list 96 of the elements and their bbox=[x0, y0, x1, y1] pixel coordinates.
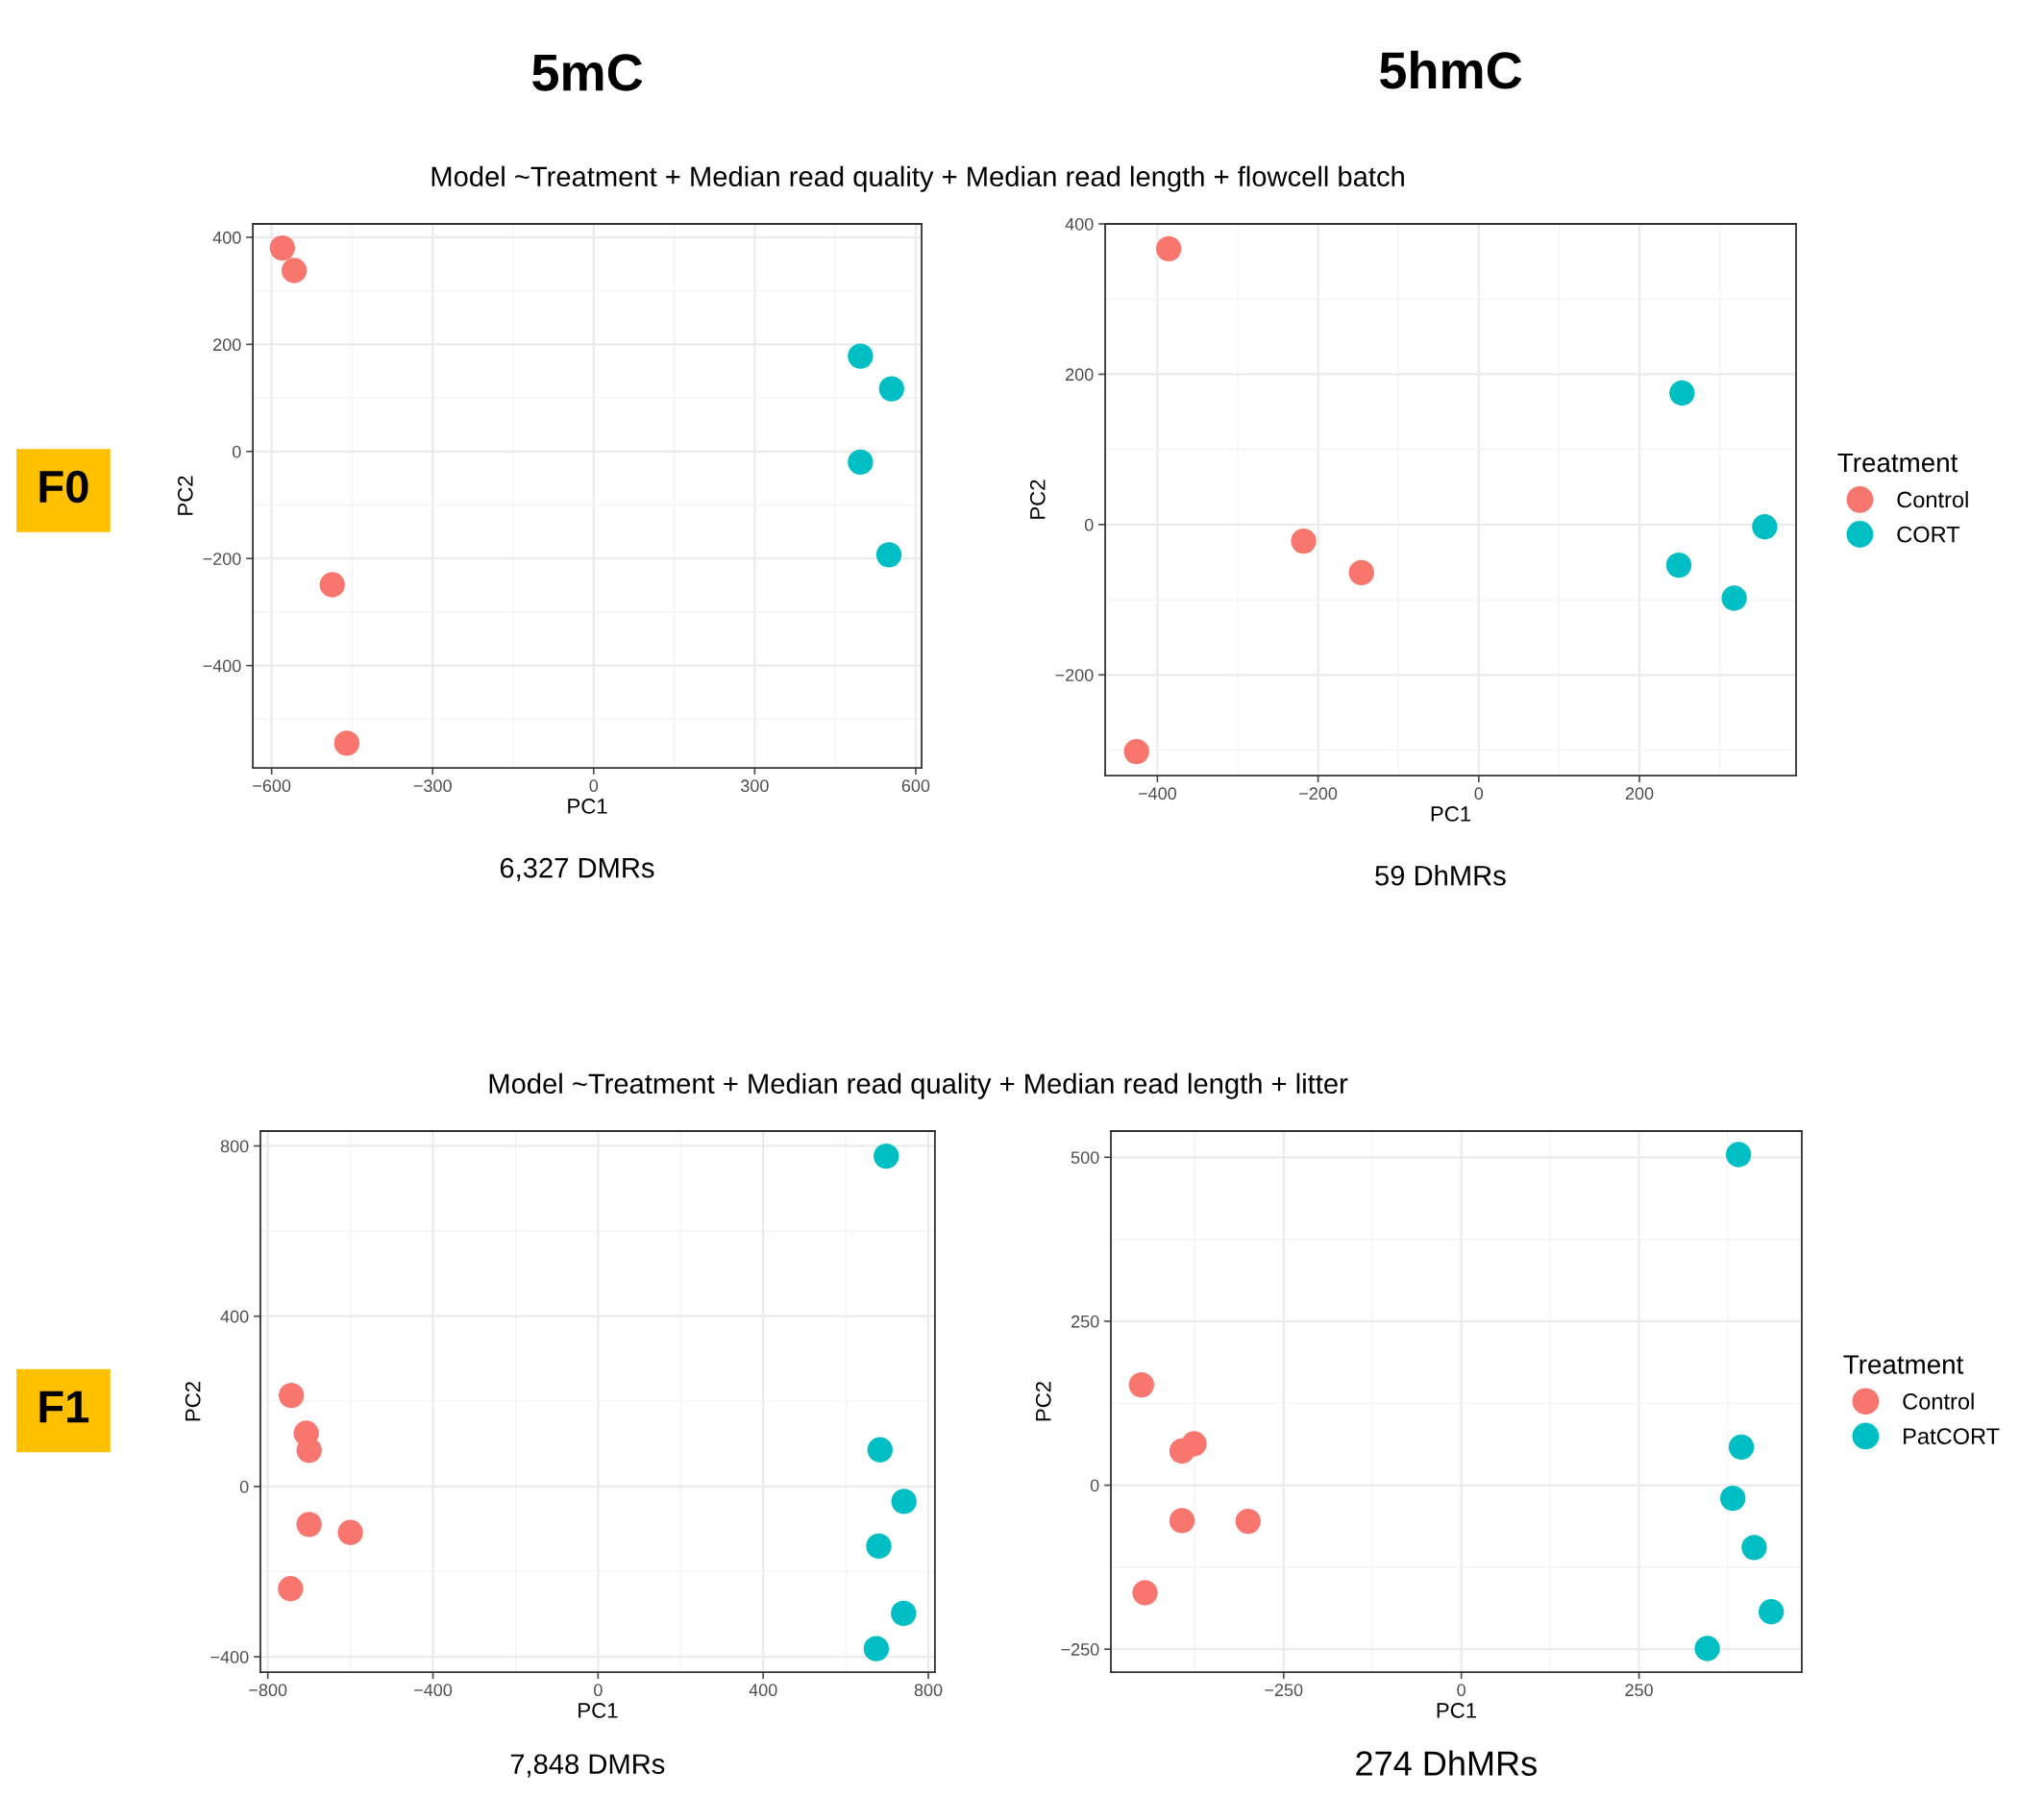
point bbox=[1725, 1142, 1752, 1168]
chart-subtitle: Model ~Treatment + Median read quality + Median read length + flowcell batch bbox=[431, 165, 1404, 192]
point bbox=[333, 730, 360, 756]
point bbox=[848, 449, 874, 476]
point bbox=[1752, 514, 1778, 540]
x-tick-label: −300 bbox=[413, 779, 452, 793]
legend-label: Control bbox=[1897, 490, 1968, 508]
point bbox=[278, 1576, 304, 1602]
chart-subtitle: Model ~Treatment + Median read quality + Median read length + litter bbox=[489, 1072, 1348, 1099]
point bbox=[1123, 738, 1149, 765]
y-tick-label: 400 bbox=[212, 231, 241, 244]
point bbox=[1155, 235, 1182, 261]
text: 6,327 DMRs bbox=[500, 857, 654, 881]
point bbox=[875, 542, 902, 568]
y-tick-label: 200 bbox=[213, 338, 241, 352]
y-tick-label: −400 bbox=[210, 1651, 249, 1663]
legend-title: Treatment bbox=[1843, 1355, 1964, 1374]
point bbox=[891, 1600, 917, 1627]
y-tick-label: 0 bbox=[1090, 1479, 1099, 1492]
point bbox=[1235, 1508, 1261, 1535]
point bbox=[1291, 528, 1317, 554]
y-tick-label: 0 bbox=[1084, 518, 1094, 531]
y-tick-label: −400 bbox=[203, 659, 241, 673]
point bbox=[1758, 1599, 1785, 1625]
y-tick-label: 400 bbox=[220, 1310, 249, 1323]
point bbox=[1665, 552, 1692, 578]
y-axis-title: PC2 bbox=[185, 1382, 201, 1421]
chart-title: 5hmC bbox=[1379, 50, 1522, 89]
point bbox=[1721, 585, 1747, 611]
point bbox=[319, 572, 345, 598]
point bbox=[1128, 1371, 1155, 1398]
legend-label: CORT bbox=[1897, 526, 1960, 543]
x-axis-title: PC1 bbox=[568, 799, 607, 814]
x-tick-label: 400 bbox=[749, 1684, 777, 1697]
x-tick-label: −400 bbox=[414, 1684, 453, 1697]
point bbox=[1132, 1580, 1158, 1606]
x-tick-label: 200 bbox=[1625, 787, 1654, 800]
y-tick-label: −250 bbox=[1061, 1643, 1099, 1656]
x-tick-label: 0 bbox=[1474, 787, 1484, 800]
x-tick-label: 600 bbox=[901, 779, 930, 793]
y-tick-label: 400 bbox=[1065, 217, 1094, 231]
legend-label: PatCORT bbox=[1904, 1428, 2000, 1444]
legend-title: Treatment bbox=[1837, 453, 1958, 473]
x-tick-label: 250 bbox=[1625, 1684, 1653, 1697]
text: 59 DhMRs bbox=[1375, 865, 1506, 886]
x-axis-title: PC1 bbox=[579, 1703, 618, 1718]
text: 7,848 DMRs bbox=[510, 1754, 665, 1778]
y-tick-label: −200 bbox=[1055, 669, 1094, 682]
point bbox=[874, 1143, 899, 1169]
y-tick-label: 250 bbox=[1071, 1315, 1099, 1328]
point bbox=[279, 1382, 305, 1409]
point bbox=[1694, 1636, 1720, 1662]
point bbox=[1741, 1535, 1767, 1561]
point bbox=[296, 1512, 322, 1538]
x-axis-title: PC1 bbox=[1437, 1703, 1477, 1718]
x-tick-label: −250 bbox=[1265, 1684, 1303, 1697]
y-tick-label: 200 bbox=[1066, 368, 1094, 382]
point bbox=[848, 343, 874, 369]
x-tick-label: −400 bbox=[1138, 787, 1177, 800]
y-tick-label: 0 bbox=[239, 1480, 249, 1493]
y-axis-title: PC2 bbox=[1029, 480, 1046, 519]
text: 274 DhMRs bbox=[1356, 1750, 1537, 1776]
legend-label: Control bbox=[1903, 1392, 1974, 1410]
y-axis-title: PC2 bbox=[177, 476, 193, 515]
point bbox=[1169, 1508, 1195, 1534]
y-tick-label: 0 bbox=[232, 445, 241, 458]
y-tick-label: 800 bbox=[220, 1140, 249, 1153]
point bbox=[867, 1437, 893, 1463]
point bbox=[1348, 559, 1374, 586]
point bbox=[1728, 1434, 1755, 1461]
x-tick-label: 800 bbox=[914, 1684, 943, 1697]
x-tick-label: −800 bbox=[249, 1684, 287, 1697]
x-tick-label: 0 bbox=[594, 1684, 603, 1697]
y-tick-label: 500 bbox=[1071, 1151, 1099, 1164]
x-tick-label: 0 bbox=[1457, 1684, 1465, 1697]
point bbox=[1720, 1486, 1746, 1512]
point bbox=[296, 1438, 322, 1464]
text: F1 bbox=[39, 1391, 89, 1423]
point bbox=[281, 258, 308, 283]
point bbox=[1669, 380, 1695, 406]
y-axis-title: PC2 bbox=[1035, 1382, 1051, 1421]
x-tick-label: 300 bbox=[740, 779, 769, 793]
y-tick-label: −200 bbox=[203, 553, 241, 565]
point bbox=[866, 1533, 892, 1560]
point bbox=[337, 1519, 363, 1545]
text: F0 bbox=[39, 470, 88, 504]
point bbox=[863, 1636, 890, 1662]
point bbox=[1181, 1431, 1207, 1457]
x-tick-label: 0 bbox=[589, 779, 599, 793]
x-tick-label: −600 bbox=[253, 779, 291, 793]
point bbox=[878, 376, 904, 402]
point bbox=[891, 1489, 917, 1514]
point bbox=[269, 234, 296, 261]
x-axis-title: PC1 bbox=[1431, 806, 1471, 822]
chart-title: 5mC bbox=[532, 54, 643, 91]
x-tick-label: −200 bbox=[1299, 787, 1338, 800]
